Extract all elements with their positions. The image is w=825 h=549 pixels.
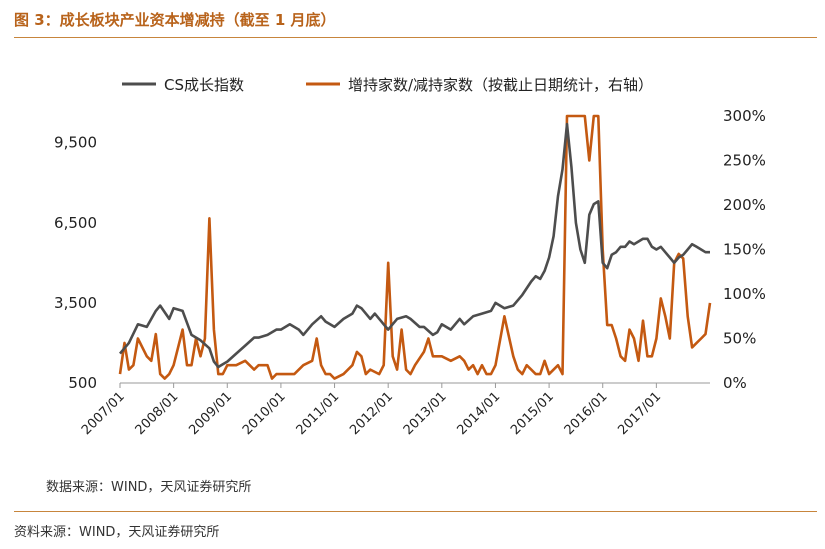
x-tick-label: 2016/01 [562, 389, 611, 438]
footer-source-note: 资料来源：WIND，天风证券研究所 [14, 525, 220, 540]
y-left-tick-label: 3,500 [54, 294, 97, 312]
y-right-tick-label: 300% [723, 107, 766, 125]
chart-axes: 2007/01 2008/01 2009/01 2010/01 2011/01 2012/… [54, 107, 766, 438]
x-tick-label: 2012/01 [347, 389, 396, 438]
x-tick-label: 2010/01 [240, 389, 289, 438]
x-tick-label: 2014/01 [454, 389, 503, 438]
x-tick-label: 2008/01 [133, 389, 182, 438]
y-right-tick-label: 0% [723, 374, 747, 392]
title-divider [14, 37, 817, 38]
legend-label-cs-growth: CS成长指数 [164, 76, 244, 94]
y-right-tick-label: 200% [723, 196, 766, 214]
y-left-tick-label: 500 [68, 374, 97, 392]
x-tick-label: 2015/01 [508, 389, 557, 438]
y-left-tick-label: 9,500 [54, 134, 97, 152]
inner-source-note: 数据来源：WIND，天风证券研究所 [46, 480, 252, 495]
chart-title: 图 3：成长板块产业资本增减持（截至 1 月底） [14, 11, 336, 29]
y-right-tick-label: 150% [723, 241, 766, 259]
x-tick-label: 2013/01 [401, 389, 450, 438]
x-tick-label: 2009/01 [186, 389, 235, 438]
footer-divider [14, 511, 817, 512]
series-line-ratio [118, 114, 712, 380]
chart-figure: CS成长指数 增持家数/减持家数（按截止日期统计，右轴） 2007/01 2008… [54, 76, 766, 438]
y-left-tick-label: 6,500 [54, 214, 97, 232]
x-tick-label: 2007/01 [79, 389, 128, 438]
y-right-tick-label: 100% [723, 285, 766, 303]
chart-series [118, 114, 712, 380]
x-tick-label: 2011/01 [294, 389, 343, 438]
x-tick-label: 2017/01 [615, 389, 664, 438]
legend-label-ratio: 增持家数/减持家数（按截止日期统计，右轴） [348, 76, 653, 94]
y-right-tick-label: 250% [723, 152, 766, 170]
chart-legend: CS成长指数 增持家数/减持家数（按截止日期统计，右轴） [122, 76, 653, 94]
y-right-tick-label: 50% [723, 330, 756, 348]
series-line-cs-growth [119, 122, 710, 369]
